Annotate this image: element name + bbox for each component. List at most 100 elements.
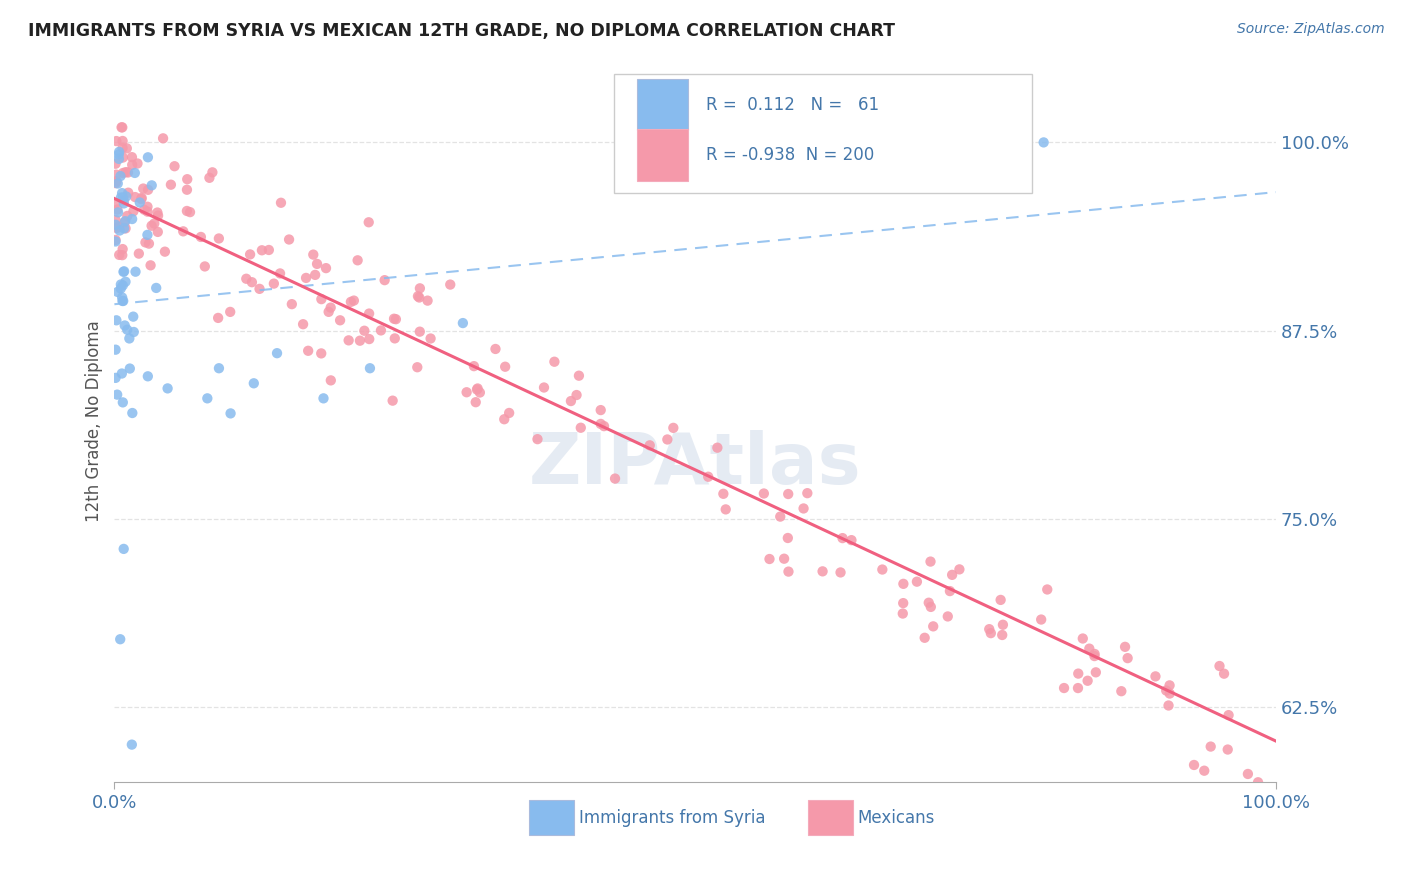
Point xyxy=(409,281,432,295)
Point xyxy=(311,292,333,306)
Point xyxy=(711,487,734,501)
Point xyxy=(319,373,342,387)
Point xyxy=(302,247,325,261)
Point xyxy=(146,225,169,239)
Point xyxy=(111,141,134,155)
Point xyxy=(179,205,201,219)
Point xyxy=(1194,764,1216,778)
Point xyxy=(337,334,360,348)
Point xyxy=(920,599,942,614)
Point xyxy=(1144,669,1167,683)
Point xyxy=(1208,659,1230,673)
Point xyxy=(451,316,474,330)
Point xyxy=(104,235,127,249)
Point xyxy=(758,552,780,566)
Point xyxy=(136,183,159,197)
FancyBboxPatch shape xyxy=(614,74,1032,194)
Point xyxy=(239,247,262,261)
Point xyxy=(249,282,271,296)
Point xyxy=(1247,775,1270,789)
Text: R =  0.112   N =   61: R = 0.112 N = 61 xyxy=(706,95,879,113)
Point xyxy=(104,233,127,247)
Point xyxy=(776,531,799,545)
Point xyxy=(114,318,136,333)
Point xyxy=(381,393,404,408)
Point xyxy=(105,134,128,148)
Point xyxy=(1031,613,1053,627)
Point xyxy=(1111,684,1133,698)
Point xyxy=(104,218,127,232)
Point xyxy=(114,275,136,289)
Point xyxy=(136,150,159,164)
Point xyxy=(353,324,375,338)
Point xyxy=(1157,698,1180,713)
Point xyxy=(778,487,800,501)
Point xyxy=(145,281,167,295)
Point xyxy=(269,267,291,281)
Point xyxy=(543,355,565,369)
Point xyxy=(114,214,136,228)
Point xyxy=(121,212,143,227)
Point xyxy=(219,305,242,319)
Point xyxy=(796,486,818,500)
Point xyxy=(108,152,131,166)
Point xyxy=(406,360,429,375)
Point xyxy=(297,343,319,358)
Point xyxy=(270,195,292,210)
Point xyxy=(131,192,153,206)
Point xyxy=(124,166,146,180)
Point xyxy=(134,202,156,217)
Point xyxy=(991,628,1014,642)
Point xyxy=(811,565,834,579)
Point xyxy=(329,313,352,327)
Point xyxy=(1237,767,1260,781)
Point xyxy=(936,609,959,624)
Point xyxy=(340,294,363,309)
Point xyxy=(105,174,128,188)
Point xyxy=(1084,665,1107,680)
Point xyxy=(773,551,796,566)
Point xyxy=(526,432,548,446)
Point xyxy=(408,291,430,305)
Point xyxy=(112,264,135,278)
Point xyxy=(111,248,134,262)
Point xyxy=(565,388,588,402)
Point xyxy=(359,307,381,321)
Point xyxy=(304,268,326,282)
Point xyxy=(831,531,853,545)
Point xyxy=(384,331,406,345)
Point xyxy=(107,219,129,234)
Point xyxy=(349,334,371,348)
Point xyxy=(498,406,520,420)
Y-axis label: 12th Grade, No Diploma: 12th Grade, No Diploma xyxy=(86,320,103,522)
Point xyxy=(281,297,304,311)
Point xyxy=(1067,681,1090,695)
FancyBboxPatch shape xyxy=(637,78,688,130)
Point xyxy=(315,261,337,276)
Point xyxy=(143,217,166,231)
Point xyxy=(319,301,342,315)
Point xyxy=(104,343,127,357)
Point xyxy=(136,369,159,384)
Point xyxy=(568,368,591,383)
Point xyxy=(312,392,335,406)
Point xyxy=(1077,673,1099,688)
Point xyxy=(343,293,366,308)
Point xyxy=(131,191,153,205)
Point xyxy=(115,141,138,155)
Point xyxy=(240,275,263,289)
Point xyxy=(464,395,486,409)
Point xyxy=(318,305,340,319)
FancyBboxPatch shape xyxy=(637,129,688,181)
Point xyxy=(117,209,139,223)
Point xyxy=(128,195,150,210)
Point xyxy=(138,236,160,251)
Point xyxy=(176,204,198,219)
Point xyxy=(456,385,478,400)
Point xyxy=(1216,742,1239,756)
Point xyxy=(305,257,328,271)
Point xyxy=(141,178,163,193)
Point xyxy=(1114,640,1136,654)
Point xyxy=(112,541,135,556)
Point xyxy=(603,472,626,486)
